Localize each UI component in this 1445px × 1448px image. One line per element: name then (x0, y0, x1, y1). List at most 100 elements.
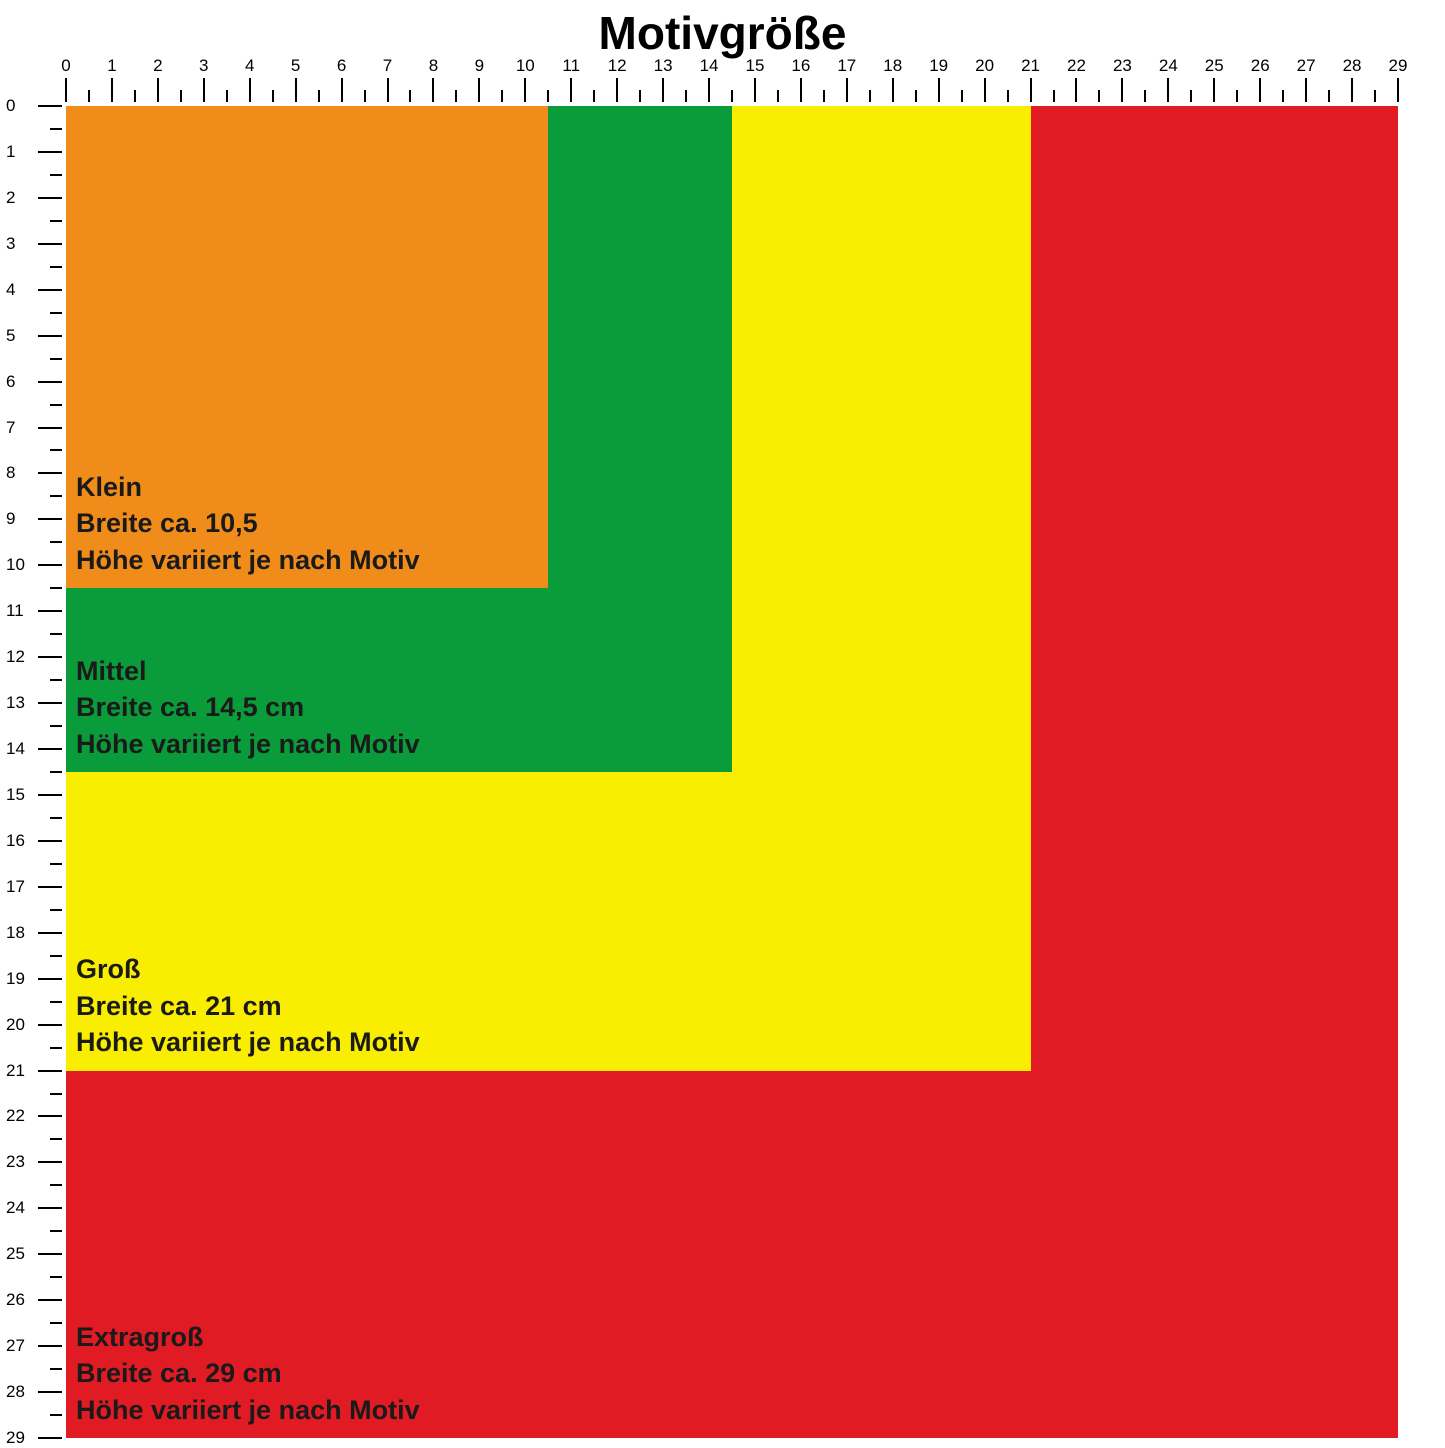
ruler-left-tick-major (38, 1437, 62, 1439)
ruler-left-number: 25 (6, 1244, 25, 1264)
ruler-left-number: 6 (6, 372, 15, 392)
ruler-left-tick-minor (50, 863, 62, 865)
ruler-left-tick-minor (50, 358, 62, 360)
ruler-left-number: 29 (6, 1428, 25, 1448)
ruler-left-number: 5 (6, 326, 15, 346)
ruler-top-tick-major (478, 78, 480, 102)
ruler-top-tick-major (662, 78, 664, 102)
size-height-line: Höhe variiert je nach Motiv (76, 726, 420, 762)
ruler-top-tick-minor (1374, 90, 1376, 102)
ruler-left-number: 23 (6, 1152, 25, 1172)
ruler-left-tick-minor (50, 909, 62, 911)
ruler-left-tick-minor (50, 679, 62, 681)
ruler-left-tick-minor (50, 1322, 62, 1324)
ruler-top-tick-minor (1098, 90, 1100, 102)
ruler-top-tick-major (524, 78, 526, 102)
ruler-left-tick-minor (50, 449, 62, 451)
ruler-left-number: 21 (6, 1061, 25, 1081)
ruler-left-number: 2 (6, 188, 15, 208)
ruler-left-tick-major (38, 1207, 62, 1209)
ruler-left-tick-minor (50, 1093, 62, 1095)
ruler-top-tick-minor (455, 90, 457, 102)
ruler-left-number: 19 (6, 969, 25, 989)
ruler-left-tick-major (38, 656, 62, 658)
size-label-gross: GroßBreite ca. 21 cmHöhe variiert je nac… (76, 951, 420, 1060)
ruler-left-tick-major (38, 564, 62, 566)
ruler-left-tick-major (38, 1024, 62, 1026)
ruler-left-tick-major (38, 1299, 62, 1301)
ruler-top-tick-major (1351, 78, 1353, 102)
size-height-line: Höhe variiert je nach Motiv (76, 542, 420, 578)
ruler-left-tick-major (38, 978, 62, 980)
ruler-left-number: 12 (6, 647, 25, 667)
ruler-top-tick-minor (547, 90, 549, 102)
ruler-left-number: 8 (6, 463, 15, 483)
ruler-top-tick-minor (961, 90, 963, 102)
ruler-left-tick-major (38, 151, 62, 153)
ruler-left-tick-major (38, 335, 62, 337)
ruler-left-number: 27 (6, 1336, 25, 1356)
ruler-top-tick-major (341, 78, 343, 102)
ruler-top-tick-minor (364, 90, 366, 102)
ruler-left-tick-major (38, 1070, 62, 1072)
ruler-left-number: 26 (6, 1290, 25, 1310)
ruler-left-number: 20 (6, 1015, 25, 1035)
ruler-left-tick-major (38, 794, 62, 796)
ruler-top-tick-major (387, 78, 389, 102)
ruler-top-tick-major (249, 78, 251, 102)
ruler-top-tick-minor (823, 90, 825, 102)
ruler-top-tick-major (800, 78, 802, 102)
ruler-top-tick-major (938, 78, 940, 102)
ruler-left-number: 28 (6, 1382, 25, 1402)
size-stage: ExtragroßBreite ca. 29 cmHöhe variiert j… (66, 106, 1398, 1438)
ruler-top-tick-major (203, 78, 205, 102)
size-name: Groß (76, 951, 420, 987)
ruler-top-tick-minor (685, 90, 687, 102)
ruler-top-tick-major (1121, 78, 1123, 102)
ruler-left-tick-minor (50, 266, 62, 268)
ruler-left-tick-minor (50, 1138, 62, 1140)
ruler-top-tick-major (846, 78, 848, 102)
ruler-top-tick-major (295, 78, 297, 102)
ruler-left-number: 4 (6, 280, 15, 300)
ruler-top-tick-minor (1053, 90, 1055, 102)
ruler-left-tick-minor (50, 587, 62, 589)
ruler-top-tick-major (1305, 78, 1307, 102)
ruler-left-tick-minor (50, 404, 62, 406)
ruler-top-tick-minor (226, 90, 228, 102)
size-label-extragross: ExtragroßBreite ca. 29 cmHöhe variiert j… (76, 1319, 420, 1428)
ruler-top-tick-minor (180, 90, 182, 102)
ruler-left-tick-major (38, 932, 62, 934)
size-label-mittel: MittelBreite ca. 14,5 cmHöhe variiert je… (76, 653, 420, 762)
ruler-top-tick-minor (1236, 90, 1238, 102)
ruler-left-number: 9 (6, 509, 15, 529)
ruler-left-tick-minor (50, 1047, 62, 1049)
ruler-top-tick-minor (1282, 90, 1284, 102)
size-name: Extragroß (76, 1319, 420, 1355)
ruler-top-tick-minor (869, 90, 871, 102)
ruler-left-tick-major (38, 381, 62, 383)
size-label-klein: KleinBreite ca. 10,5Höhe variiert je nac… (76, 469, 420, 578)
ruler-left-number: 15 (6, 785, 25, 805)
ruler-left-tick-major (38, 105, 62, 107)
ruler-left-number: 13 (6, 693, 25, 713)
ruler-left-tick-minor (50, 495, 62, 497)
ruler-top-tick-minor (88, 90, 90, 102)
ruler-left-tick-minor (50, 174, 62, 176)
ruler-left-tick-major (38, 427, 62, 429)
ruler-left-number: 7 (6, 418, 15, 438)
ruler-left-tick-minor (50, 541, 62, 543)
ruler-top-tick-major (111, 78, 113, 102)
ruler-top-tick-minor (134, 90, 136, 102)
ruler-top-tick-minor (272, 90, 274, 102)
ruler-left-tick-major (38, 1253, 62, 1255)
ruler-left-tick-major (38, 1161, 62, 1163)
ruler-left-tick-minor (50, 128, 62, 130)
ruler-top-tick-minor (409, 90, 411, 102)
ruler-left-tick-major (38, 1391, 62, 1393)
ruler-left-tick-major (38, 702, 62, 704)
ruler-top-tick-minor (777, 90, 779, 102)
ruler-left-number: 22 (6, 1106, 25, 1126)
ruler-left-tick-minor (50, 220, 62, 222)
ruler-left-number: 24 (6, 1198, 25, 1218)
